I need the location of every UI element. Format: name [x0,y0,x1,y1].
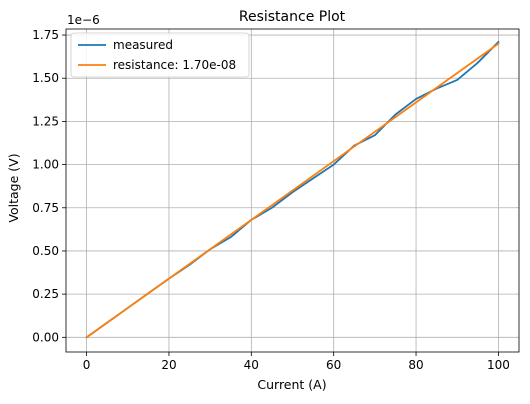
x-tick-label: 80 [408,358,423,372]
y-axis-offset-label: 1e−6 [67,13,100,27]
legend-label-measured: measured [113,38,173,52]
y-tick-label: 0.75 [32,201,59,215]
series-line-resistance [85,42,500,339]
x-tick-label: 100 [487,358,510,372]
plot-frame [65,28,520,353]
x-tick-label: 40 [244,358,259,372]
y-tick-label: 0.25 [32,287,59,301]
y-tick-label: 1.25 [32,114,59,128]
y-tick-label: 1.00 [32,158,59,172]
x-tick-label: 0 [83,358,91,372]
y-tick-label: 0.00 [32,330,59,344]
legend-label-resistance: resistance: 1.70e-08 [113,58,236,72]
y-tick-label: 1.75 [32,28,59,42]
x-tick-label: 60 [326,358,341,372]
x-axis-label: Current (A) [257,377,326,392]
legend-frame [70,32,250,78]
grid [66,29,519,352]
chart-title: Resistance Plot [239,9,346,25]
series-layer [85,40,500,339]
y-axis-label: Voltage (V) [6,153,21,222]
x-tick-label: 20 [161,358,176,372]
legend: measured resistance: 1.70e-08 [70,32,250,78]
y-tick-label: 0.50 [32,244,59,258]
ticks: 0 20 40 60 80 100 0.00 0.25 0.50 0.75 1.00 1.25 1.50… [32,28,510,372]
y-tick-label: 1.50 [32,71,59,85]
